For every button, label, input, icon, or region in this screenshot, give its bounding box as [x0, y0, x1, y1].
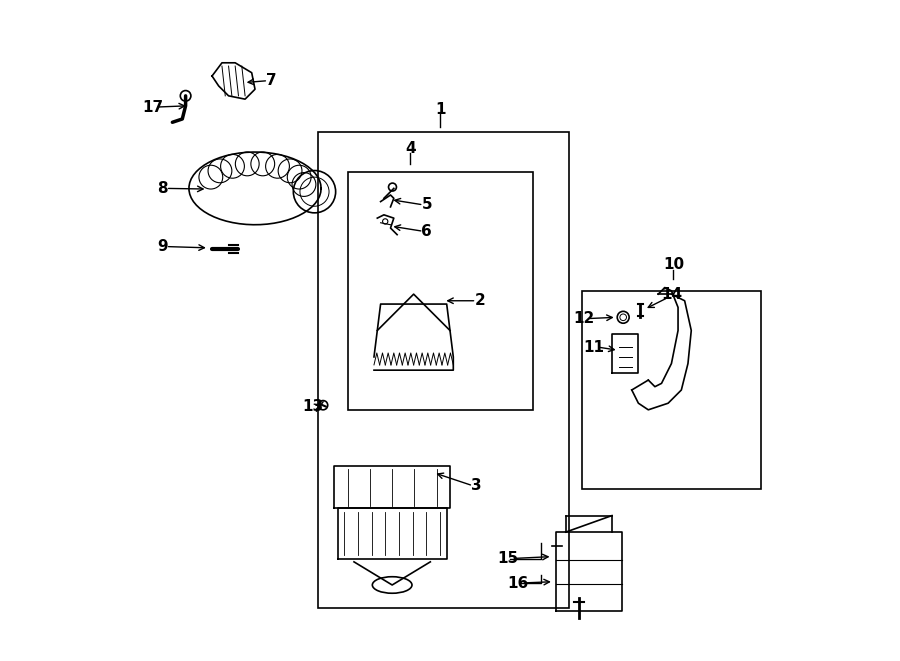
Text: 5: 5	[421, 198, 432, 212]
Text: 7: 7	[266, 73, 277, 88]
Text: 17: 17	[142, 100, 163, 114]
Text: 13: 13	[302, 399, 323, 414]
Text: 15: 15	[498, 551, 518, 566]
Text: 11: 11	[583, 340, 605, 354]
Text: 4: 4	[405, 141, 416, 156]
Text: 8: 8	[158, 181, 167, 196]
Bar	[318, 132, 569, 608]
Text: 10: 10	[663, 257, 684, 272]
Text: 9: 9	[158, 239, 167, 254]
Text: 1: 1	[435, 102, 446, 116]
Text: 12: 12	[573, 311, 595, 326]
Text: 6: 6	[421, 224, 432, 239]
Bar	[347, 172, 533, 410]
Bar	[582, 291, 760, 489]
Text: 2: 2	[474, 293, 485, 308]
Text: 3: 3	[471, 479, 482, 493]
Text: 14: 14	[661, 287, 682, 301]
Text: 16: 16	[508, 576, 528, 590]
